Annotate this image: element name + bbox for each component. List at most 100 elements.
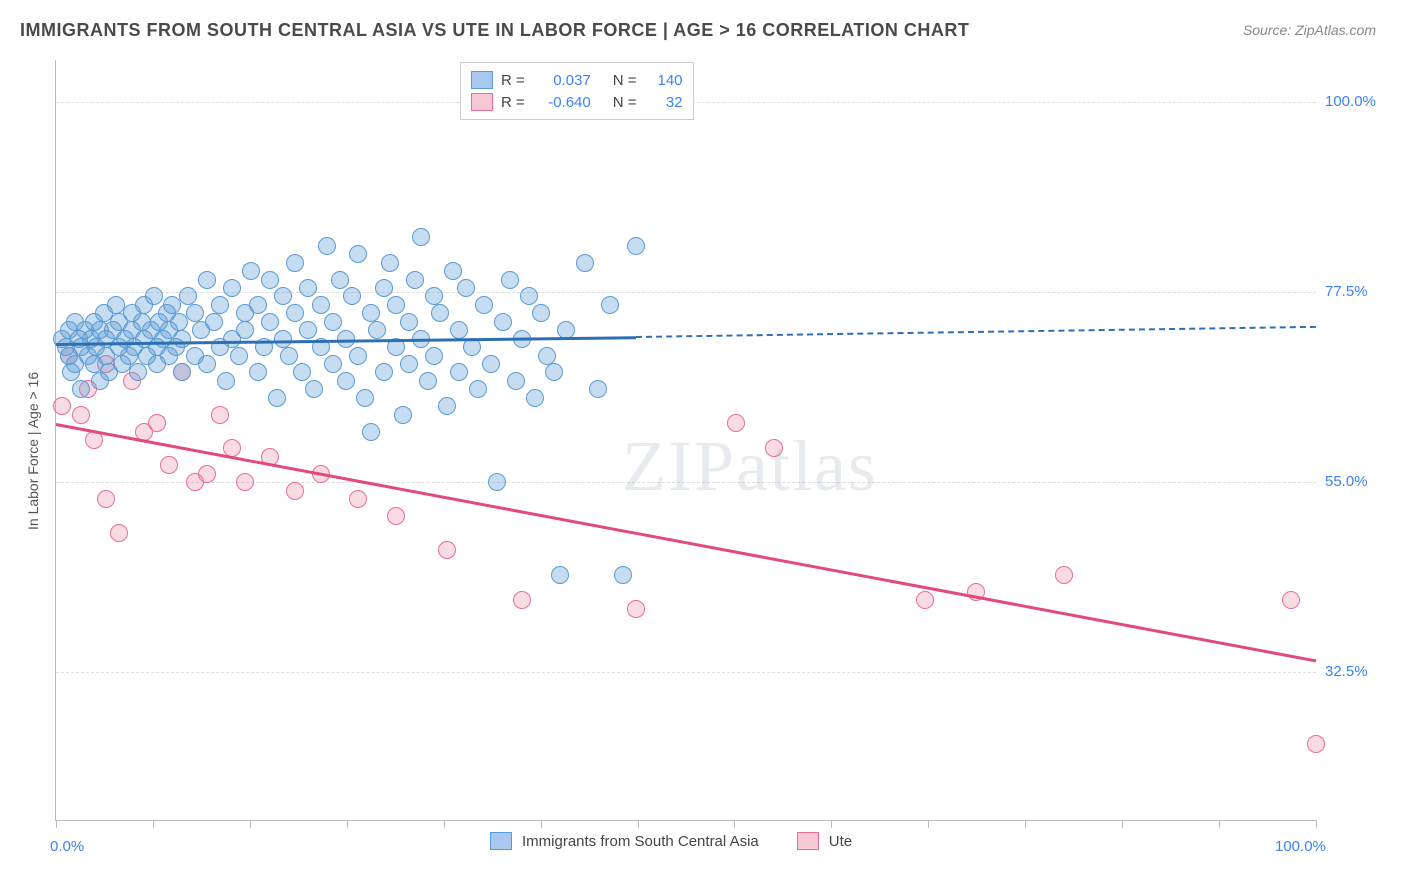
- data-point: [494, 313, 512, 331]
- y-tick-label: 32.5%: [1325, 663, 1368, 680]
- data-point: [249, 296, 267, 314]
- data-point: [305, 380, 323, 398]
- data-point: [375, 279, 393, 297]
- data-point: [450, 363, 468, 381]
- data-point: [457, 279, 475, 297]
- data-point: [551, 566, 569, 584]
- data-point: [419, 372, 437, 390]
- data-point: [299, 321, 317, 339]
- data-point: [362, 304, 380, 322]
- data-point: [444, 262, 462, 280]
- data-point: [274, 330, 292, 348]
- stats-legend: R =0.037N =140R =-0.640N =32: [460, 62, 694, 120]
- legend-swatch: [471, 93, 493, 111]
- data-point: [211, 406, 229, 424]
- data-point: [312, 296, 330, 314]
- r-value: 0.037: [537, 72, 591, 89]
- data-point: [198, 271, 216, 289]
- data-point: [765, 439, 783, 457]
- r-value: -0.640: [537, 94, 591, 111]
- y-tick-label: 100.0%: [1325, 93, 1376, 110]
- legend-swatch: [471, 71, 493, 89]
- data-point: [589, 380, 607, 398]
- data-point: [186, 304, 204, 322]
- data-point: [532, 304, 550, 322]
- data-point: [261, 271, 279, 289]
- data-point: [349, 245, 367, 263]
- legend-swatch: [797, 832, 819, 850]
- data-point: [217, 372, 235, 390]
- series-legend: Immigrants from South Central AsiaUte: [490, 832, 880, 850]
- data-point: [268, 389, 286, 407]
- trend-line: [56, 423, 1317, 662]
- data-point: [236, 321, 254, 339]
- data-point: [148, 414, 166, 432]
- data-point: [406, 271, 424, 289]
- x-tick: [734, 820, 735, 828]
- legend-stat-row: R =0.037N =140: [471, 69, 683, 91]
- data-point: [400, 355, 418, 373]
- trend-line: [636, 326, 1316, 338]
- data-point: [242, 262, 260, 280]
- data-point: [727, 414, 745, 432]
- data-point: [211, 296, 229, 314]
- data-point: [916, 591, 934, 609]
- x-tick: [831, 820, 832, 828]
- data-point: [356, 389, 374, 407]
- data-point: [627, 600, 645, 618]
- data-point: [362, 423, 380, 441]
- data-point: [501, 271, 519, 289]
- data-point: [280, 347, 298, 365]
- y-tick-label: 77.5%: [1325, 283, 1368, 300]
- data-point: [576, 254, 594, 272]
- y-axis-title: In Labor Force | Age > 16: [25, 372, 41, 530]
- x-tick: [1219, 820, 1220, 828]
- data-point: [488, 473, 506, 491]
- x-tick: [541, 820, 542, 828]
- n-value: 32: [649, 94, 683, 111]
- data-point: [110, 524, 128, 542]
- data-point: [72, 380, 90, 398]
- data-point: [179, 287, 197, 305]
- data-point: [381, 254, 399, 272]
- source-label: Source: ZipAtlas.com: [1243, 22, 1376, 38]
- data-point: [160, 456, 178, 474]
- data-point: [173, 363, 191, 381]
- data-point: [438, 397, 456, 415]
- x-tick: [250, 820, 251, 828]
- data-point: [299, 279, 317, 297]
- data-point: [343, 287, 361, 305]
- data-point: [601, 296, 619, 314]
- data-point: [349, 347, 367, 365]
- data-point: [368, 321, 386, 339]
- data-point: [387, 296, 405, 314]
- x-tick: [1025, 820, 1026, 828]
- n-label: N =: [613, 72, 637, 89]
- data-point: [482, 355, 500, 373]
- data-point: [349, 490, 367, 508]
- data-point: [293, 363, 311, 381]
- data-point: [438, 541, 456, 559]
- x-tick: [56, 820, 57, 828]
- data-point: [198, 355, 216, 373]
- data-point: [173, 330, 191, 348]
- data-point: [538, 347, 556, 365]
- x-min-label: 0.0%: [50, 838, 84, 855]
- data-point: [331, 271, 349, 289]
- data-point: [394, 406, 412, 424]
- x-tick: [928, 820, 929, 828]
- legend-stat-row: R =-0.640N =32: [471, 91, 683, 113]
- x-tick: [1122, 820, 1123, 828]
- data-point: [450, 321, 468, 339]
- r-label: R =: [501, 72, 525, 89]
- data-point: [337, 372, 355, 390]
- data-point: [249, 363, 267, 381]
- data-point: [513, 591, 531, 609]
- data-point: [375, 363, 393, 381]
- data-point: [1282, 591, 1300, 609]
- y-tick-label: 55.0%: [1325, 473, 1368, 490]
- data-point: [545, 363, 563, 381]
- data-point: [425, 347, 443, 365]
- data-point: [163, 296, 181, 314]
- data-point: [412, 228, 430, 246]
